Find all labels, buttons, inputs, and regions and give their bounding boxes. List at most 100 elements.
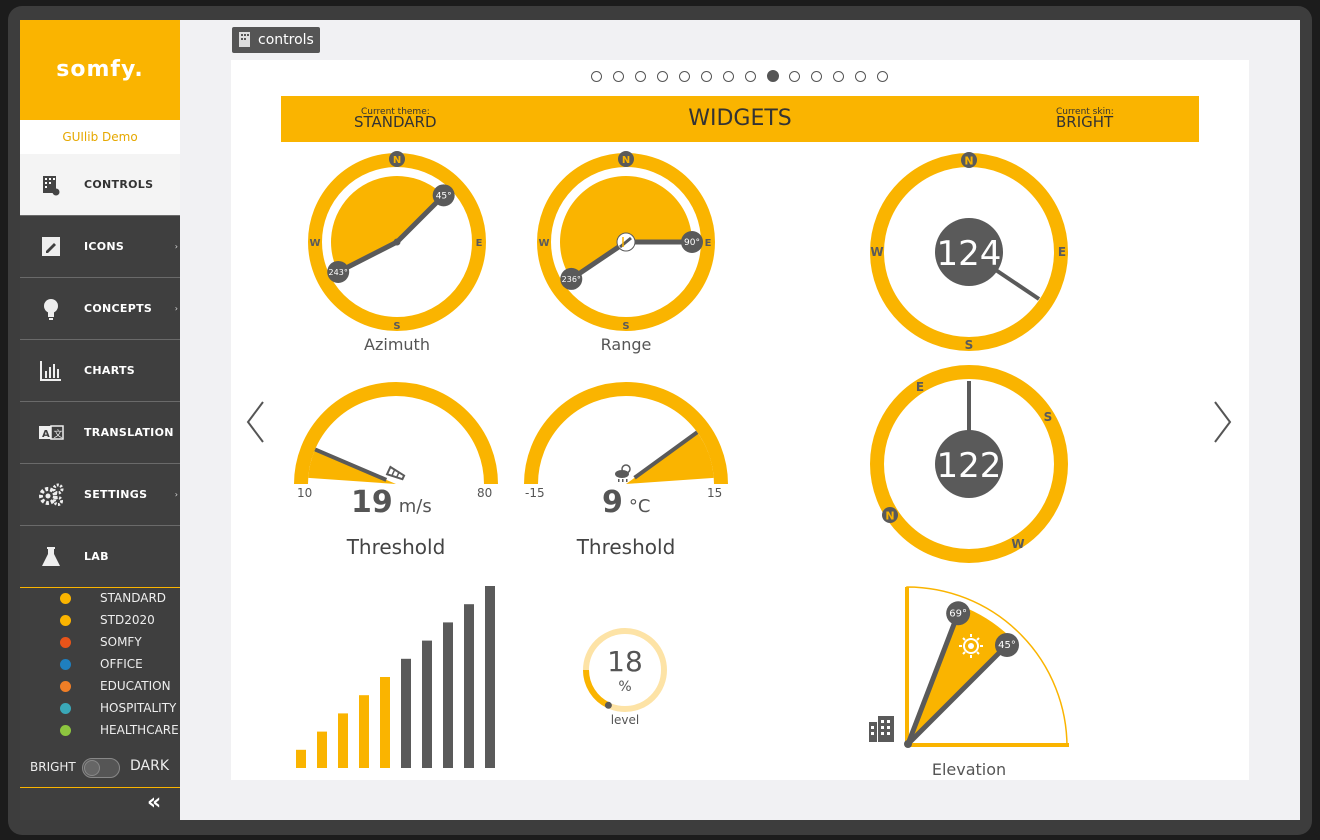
azimuth-label: Azimuth: [364, 335, 430, 354]
sidebar-item-charts[interactable]: CHARTS: [20, 340, 180, 402]
level-bar[interactable]: [485, 586, 495, 768]
wind-threshold-gauge[interactable]: [291, 362, 501, 492]
prev-page-arrow-icon[interactable]: [245, 400, 265, 444]
theme-item-somfy[interactable]: SOMFY: [20, 631, 180, 653]
theme-value: STANDARD: [354, 113, 437, 131]
level-bar[interactable]: [443, 622, 453, 768]
temp-threshold-label: Threshold: [576, 535, 676, 559]
gears-icon: [39, 483, 64, 506]
demo-label: GUIlib Demo: [20, 120, 180, 154]
main-area: controls Current theme: STANDARD WIDGETS…: [180, 20, 1300, 820]
pager-dot[interactable]: [789, 71, 800, 82]
collapse-sidebar-icon[interactable]: «: [147, 790, 161, 815]
level-gauge[interactable]: 18 %: [581, 626, 669, 714]
level-bar[interactable]: [422, 640, 432, 768]
sidebar-item-label: CONCEPTS: [84, 302, 153, 315]
sidebar-item-label: TRANSLATION: [84, 426, 174, 439]
compass-west: W: [309, 238, 320, 249]
level-bar[interactable]: [296, 749, 306, 768]
wind-max: 80: [477, 486, 493, 500]
svg-text:文: 文: [54, 428, 63, 440]
level-bar[interactable]: [380, 677, 390, 768]
breadcrumb[interactable]: controls: [232, 27, 320, 53]
pager-dot[interactable]: [591, 71, 602, 82]
level-bar[interactable]: [359, 695, 369, 768]
pager-dot[interactable]: [855, 71, 866, 82]
sun-icon: [413, 263, 433, 283]
pager-dot[interactable]: [833, 71, 844, 82]
sidebar-item-label: CONTROLS: [84, 178, 154, 191]
theme-item-office[interactable]: OFFICE: [20, 653, 180, 675]
skin-caption: Current skin:: [1056, 107, 1114, 117]
level-bar[interactable]: [317, 731, 327, 768]
theme-dot-icon: [60, 659, 71, 670]
compass-east: E: [476, 238, 483, 249]
temperature-threshold-gauge[interactable]: [521, 362, 731, 492]
bar-chart-icon: [40, 361, 61, 381]
sidebar-item-concepts[interactable]: CONCEPTS ›: [20, 278, 180, 340]
theme-item-std2020[interactable]: STD2020: [20, 609, 180, 631]
sidebar-item-label: ICONS: [84, 240, 125, 253]
pager-dot[interactable]: [877, 71, 888, 82]
sidebar-item-lab[interactable]: LAB: [20, 526, 180, 588]
sidebar-item-controls[interactable]: CONTROLS: [20, 154, 180, 216]
lab-divider: [20, 587, 180, 588]
range-label: Range: [600, 335, 652, 354]
building-icon: [869, 716, 894, 742]
theme-dot-icon: [60, 681, 71, 692]
controls-icon: [43, 176, 60, 196]
pager-dot[interactable]: [701, 71, 712, 82]
direction-dial-124[interactable]: 124 N E S W: [868, 151, 1070, 353]
elevation-gauge[interactable]: 69° 45°: [861, 582, 1081, 752]
pager-dot[interactable]: [679, 71, 690, 82]
somfy-logo: somfy.: [20, 20, 180, 120]
level-bar[interactable]: [464, 604, 474, 768]
compass-west: W: [870, 245, 883, 259]
temp-unit: °C: [628, 496, 651, 517]
sidebar-item-icons[interactable]: ICONS ›: [20, 216, 180, 278]
pager-dot[interactable]: [635, 71, 646, 82]
bar-level-widget[interactable]: [291, 582, 501, 772]
azimuth-gauge[interactable]: 243° 45° N E S W: [305, 150, 489, 334]
lightbulb-icon: [44, 299, 58, 320]
theme-item-education[interactable]: EDUCATION: [20, 675, 180, 697]
range-end-value: 90°: [684, 238, 700, 248]
submenu-arrow-icon: ›: [174, 242, 178, 251]
mode-toggle[interactable]: [82, 758, 120, 778]
pager-dot[interactable]: [723, 71, 734, 82]
level-bar[interactable]: [338, 713, 348, 768]
temp-min: -15: [525, 486, 545, 500]
pager-dot[interactable]: [745, 71, 756, 82]
pager-dot[interactable]: [657, 71, 668, 82]
sun-icon: [959, 634, 983, 658]
elevation-label: Elevation: [931, 760, 1007, 779]
wind-sock-icon: [385, 465, 406, 481]
mode-bright-label: BRIGHT: [30, 760, 76, 774]
wind-min: 10: [297, 486, 313, 500]
sidebar-bottom-divider: [20, 787, 180, 788]
compass-east: E: [916, 380, 924, 394]
toggle-knob: [84, 760, 100, 776]
direction-dial-122[interactable]: 122 N E S W: [868, 363, 1070, 565]
compass-south: S: [393, 321, 400, 332]
wind-unit: m/s: [398, 496, 432, 517]
level-bar[interactable]: [401, 658, 411, 768]
sidebar-item-settings[interactable]: SETTINGS ›: [20, 464, 180, 526]
pager-dot[interactable]: [767, 70, 779, 82]
range-gauge[interactable]: 236° 90° N E S W: [534, 150, 718, 334]
elevation-low-value: 45°: [998, 640, 1016, 651]
submenu-arrow-icon: ›: [174, 304, 178, 313]
azimuth-end-value: 45°: [436, 191, 452, 201]
pager-dot[interactable]: [811, 71, 822, 82]
wind-sock-icon: [619, 236, 632, 249]
theme-dot-icon: [60, 615, 71, 626]
theme-caption: Current theme:: [361, 107, 430, 117]
pager-dot[interactable]: [613, 71, 624, 82]
azimuth-start-value: 243°: [329, 268, 348, 277]
theme-item-hospitality[interactable]: HOSPITALITY: [20, 697, 180, 719]
theme-item-healthcare[interactable]: HEALTHCARE: [20, 719, 180, 741]
theme-item-standard[interactable]: STANDARD: [20, 587, 180, 609]
next-page-arrow-icon[interactable]: [1213, 400, 1233, 444]
